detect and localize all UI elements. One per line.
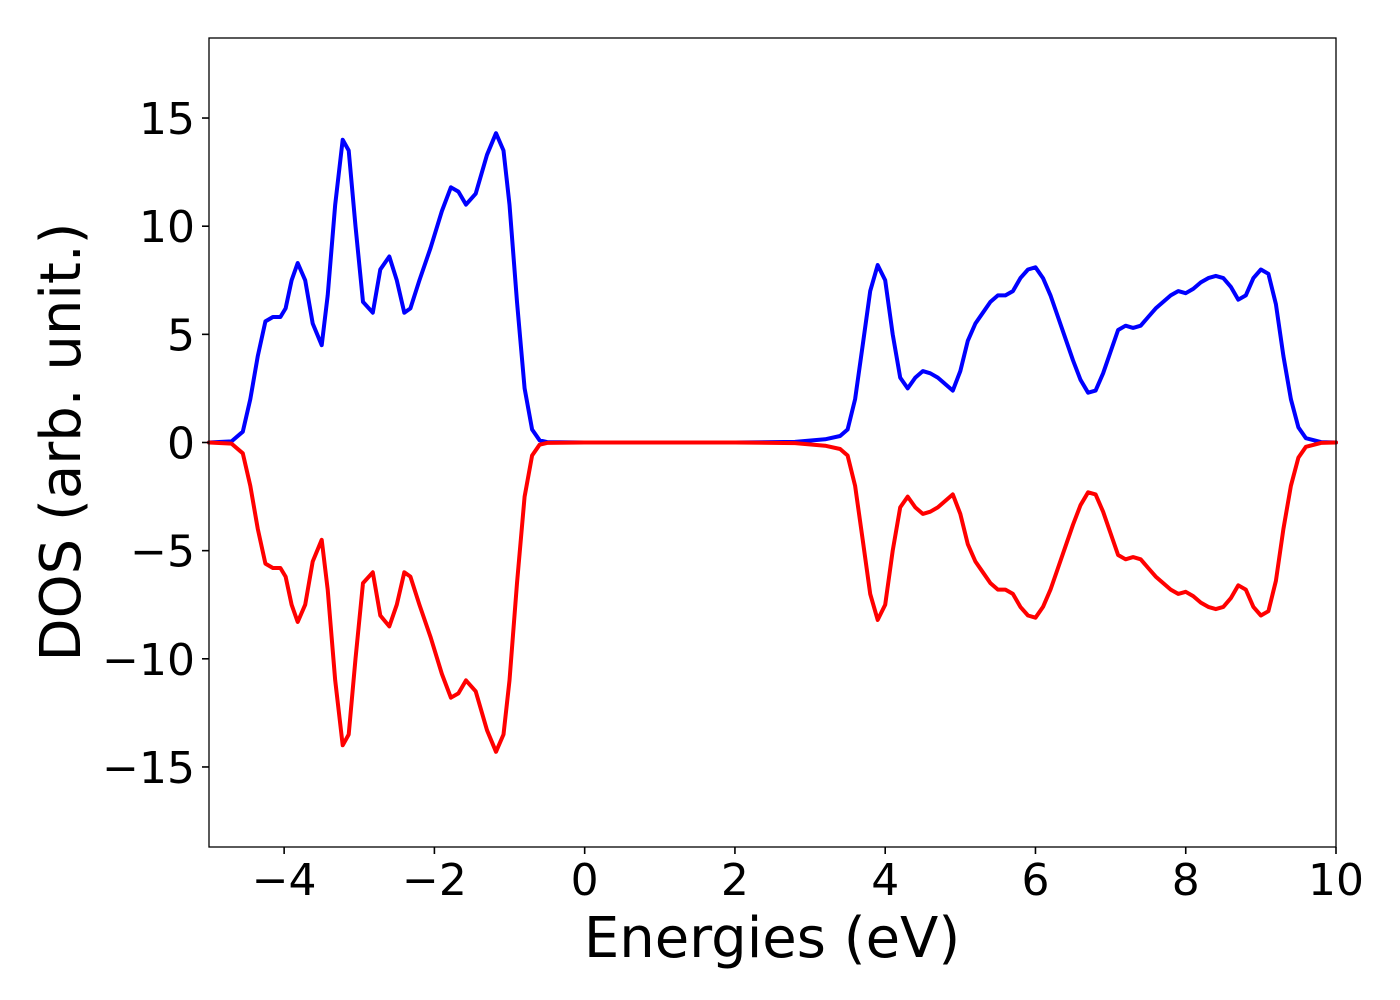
y-tick-label: −15: [102, 743, 195, 794]
x-tick-label: 4: [871, 855, 899, 906]
x-tick-label: 8: [1172, 855, 1200, 906]
y-tick-label: 15: [139, 94, 195, 145]
x-tick-label: 2: [721, 855, 749, 906]
x-tick-label: −4: [252, 855, 317, 906]
x-tick-label: 10: [1308, 855, 1364, 906]
y-axis: −15 −10 −5 0 5 10 15: [102, 94, 209, 794]
y-axis-label: DOS (arb. unit.): [29, 222, 94, 661]
x-axis-label: Energies (eV): [584, 906, 960, 971]
series-line-negative: [207, 440, 1338, 754]
series-line-positive: [207, 131, 1338, 445]
y-tick-label: −10: [102, 635, 195, 686]
x-tick-label: 0: [571, 855, 599, 906]
y-tick-label: 5: [167, 310, 195, 361]
y-tick-label: 10: [139, 202, 195, 253]
y-tick-label: −5: [130, 527, 195, 578]
x-axis: −4 −2 0 2 4 6 8 10: [252, 847, 1364, 906]
series-layer: [207, 131, 1338, 754]
x-tick-label: −2: [402, 855, 467, 906]
x-tick-label: 6: [1021, 855, 1049, 906]
y-tick-label: 0: [167, 419, 195, 470]
